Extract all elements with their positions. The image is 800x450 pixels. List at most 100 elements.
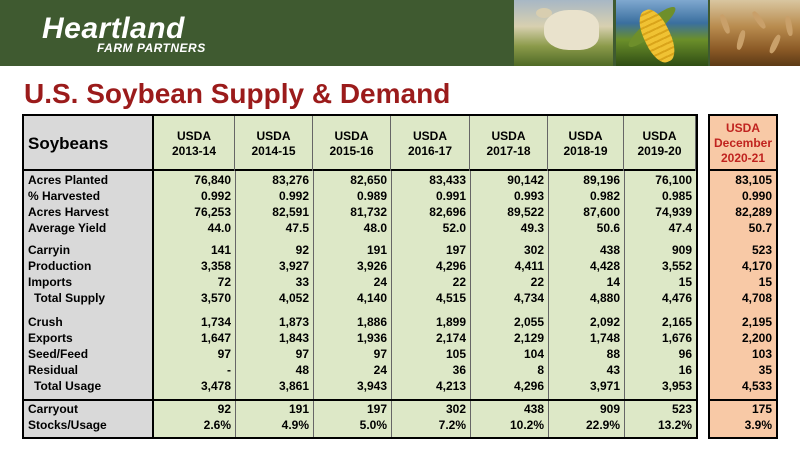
column-divider	[235, 171, 236, 437]
row-label: Stocks/Usage	[28, 418, 107, 432]
table-cell: 82,591	[272, 205, 309, 219]
table-cell: 87,600	[583, 205, 620, 219]
table-cell: 7.2%	[438, 418, 466, 432]
december-forecast-column: USDA December 2020-21 83,105 0.990 82,289 5…	[708, 114, 778, 439]
brand-logo: Heartland	[42, 12, 185, 45]
column-divider	[624, 171, 625, 437]
december-cell: 50.7	[748, 221, 772, 235]
table-cell: 302	[523, 243, 544, 257]
table-cell: 523	[671, 402, 692, 416]
table-cell: 74,939	[655, 205, 692, 219]
table-cell: 52.0	[442, 221, 466, 235]
table-cell: 47.5	[285, 221, 309, 235]
row-label: Average Yield	[28, 221, 107, 235]
header-banner: Heartland FARM PARTNERS	[0, 0, 800, 66]
table-cell: 36	[452, 363, 466, 377]
table-cell: 10.2%	[509, 418, 544, 432]
table-cell: 97	[295, 347, 309, 361]
table-cell: 82,696	[429, 205, 466, 219]
table-cell: 76,840	[194, 173, 231, 187]
row-label: Acres Harvest	[28, 205, 109, 219]
supply-demand-table: Soybeans USDA 2013-14 USDA 2014-15 USDA 2015-…	[22, 114, 698, 439]
table-cell: 0.992	[278, 189, 309, 203]
table-cell: 50.6	[596, 221, 620, 235]
table-cell: 88	[606, 347, 620, 361]
row-label: Carryin	[28, 243, 71, 257]
table-cell: 1,899	[435, 315, 466, 329]
table-cell: 4,880	[589, 291, 620, 305]
table-cell: 76,100	[655, 173, 692, 187]
table-cell: 72	[217, 275, 231, 289]
cow-ear-icon	[536, 8, 552, 18]
table-cell: 4,476	[661, 291, 692, 305]
table-cell: 48.0	[363, 221, 387, 235]
column-header-line1: USDA	[568, 129, 603, 143]
soy-pod-icon	[718, 13, 732, 35]
table-cell: 197	[366, 402, 387, 416]
table-cell: 8	[537, 363, 544, 377]
column-divider	[548, 171, 549, 437]
december-cell: 175	[751, 402, 772, 416]
column-header: USDA 2016-17	[391, 116, 470, 171]
column-divider	[470, 171, 471, 437]
table-cell: 1,843	[278, 331, 309, 345]
row-label: Residual	[28, 363, 79, 377]
table-cell: 104	[523, 347, 544, 361]
row-label: Total Supply	[34, 291, 106, 305]
column-header-line2: 2018-19	[563, 144, 608, 158]
table-cell: 96	[678, 347, 692, 361]
december-cell: 103	[751, 347, 772, 361]
december-cell: 4,533	[741, 379, 772, 393]
row-label: Total Usage	[34, 379, 102, 393]
table-cell: 22.9%	[585, 418, 620, 432]
table-cell: 15	[678, 275, 692, 289]
december-header-line2: December	[713, 136, 773, 150]
row-label: Crush	[28, 315, 63, 329]
column-header-line1: USDA	[412, 129, 447, 143]
table-cell: 191	[366, 243, 387, 257]
table-cell: 22	[530, 275, 544, 289]
table-cell: 2,055	[513, 315, 544, 329]
table-cell: 0.992	[200, 189, 231, 203]
table-cell: 3,570	[200, 291, 231, 305]
table-cell: 89,196	[583, 173, 620, 187]
table-cell: 2,174	[435, 331, 466, 345]
soy-pod-icon	[784, 15, 794, 37]
table-cell: 302	[445, 402, 466, 416]
column-header-line2: 2013-14	[171, 144, 217, 158]
column-header-line2: 2019-20	[637, 144, 682, 158]
column-header-line2: 2017-18	[486, 144, 531, 158]
table-cell: 0.993	[513, 189, 544, 203]
soy-pod-icon	[768, 33, 782, 55]
table-cell: 1,647	[200, 331, 231, 345]
column-header-line2: 2015-16	[329, 144, 374, 158]
december-cell: 15	[758, 275, 772, 289]
column-header: USDA 2014-15	[235, 116, 313, 171]
row-label: Acres Planted	[28, 173, 109, 187]
row-label: Seed/Feed	[28, 347, 89, 361]
row-label: % Harvested	[28, 189, 101, 203]
row-separator	[24, 399, 696, 401]
table-cell: 4,428	[589, 259, 620, 273]
table-cell: 438	[523, 402, 544, 416]
table-cell: 197	[445, 243, 466, 257]
table-cell: 4,140	[356, 291, 387, 305]
december-header-line3: 2020-21	[720, 151, 766, 165]
table-cell: 81,732	[350, 205, 387, 219]
row-label: Production	[28, 259, 92, 273]
table-cell: 1,734	[200, 315, 231, 329]
table-cell: 1,936	[356, 331, 387, 345]
table-cell: 3,358	[200, 259, 231, 273]
table-cell: 24	[373, 363, 387, 377]
table-cell: 1,873	[278, 315, 309, 329]
table-cell: 4.9%	[281, 418, 309, 432]
table-cell: 2,129	[513, 331, 544, 345]
cow-icon	[544, 10, 599, 50]
table-cell: 82,650	[350, 173, 387, 187]
table-cell: 4,296	[513, 379, 544, 393]
column-header: USDA 2015-16	[313, 116, 391, 171]
table-cell: 5.0%	[359, 418, 387, 432]
table-cell: 191	[288, 402, 309, 416]
table-cell: 83,433	[429, 173, 466, 187]
table-cell: 4,213	[435, 379, 466, 393]
